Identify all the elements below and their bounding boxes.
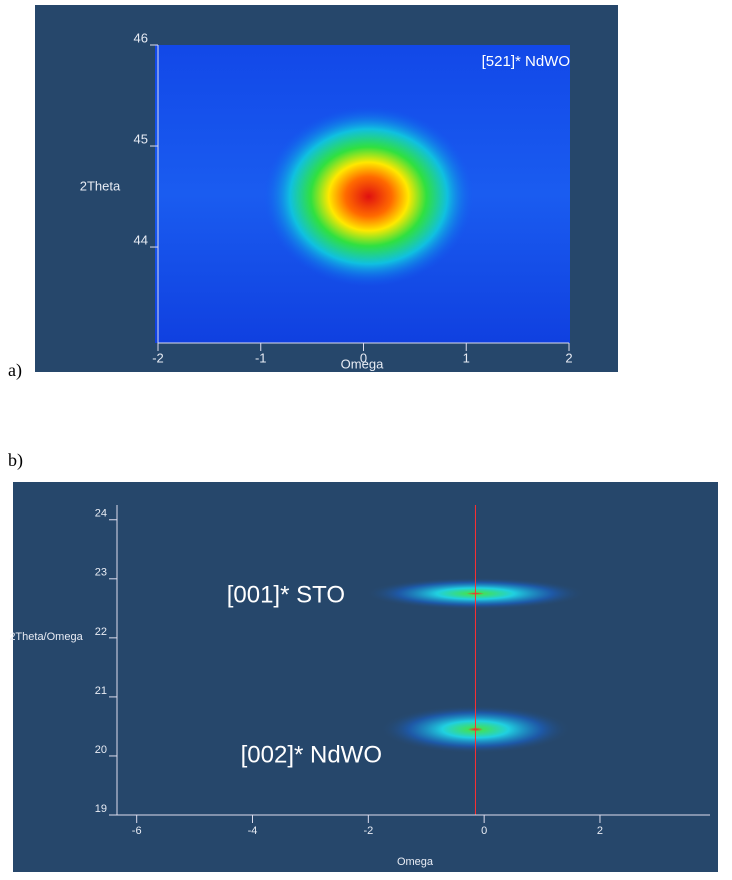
intensity-peak <box>263 106 474 287</box>
y-axis-label: 2Theta/Omega <box>9 631 83 643</box>
x-tick-label: -6 <box>132 825 142 837</box>
x-tick-label: -2 <box>152 350 164 365</box>
x-tick-label: -4 <box>248 825 258 837</box>
plot-background <box>13 482 718 872</box>
x-axis-label: Omega <box>341 356 384 371</box>
peak-annotation: [521]* NdWO <box>482 53 570 70</box>
x-tick-label: -2 <box>363 825 373 837</box>
peak-annotation: [002]* NdWO <box>241 741 382 768</box>
x-tick-label: 0 <box>360 350 367 365</box>
y-tick-label: 19 <box>95 803 107 815</box>
x-tick-label: 0 <box>481 825 487 837</box>
x-tick-label: 2 <box>565 350 572 365</box>
y-tick-label: 20 <box>95 744 107 756</box>
y-tick-label: 44 <box>134 232 148 247</box>
y-tick-label: 21 <box>95 685 107 697</box>
x-tick-label: -1 <box>255 350 267 365</box>
peak-annotation: [001]* STO <box>227 581 345 608</box>
y-tick-label: 45 <box>134 131 148 146</box>
x-axis-label: Omega <box>397 856 434 868</box>
panel-label: a) <box>8 360 22 381</box>
x-tick-label: 1 <box>463 350 470 365</box>
y-tick-label: 24 <box>95 508 107 520</box>
y-tick-label: 22 <box>95 626 107 638</box>
panel-label: b) <box>8 450 23 471</box>
y-tick-label: 23 <box>95 567 107 579</box>
y-axis-label: 2Theta <box>80 178 121 193</box>
y-tick-label: 46 <box>134 30 148 45</box>
x-tick-label: 2 <box>597 825 603 837</box>
